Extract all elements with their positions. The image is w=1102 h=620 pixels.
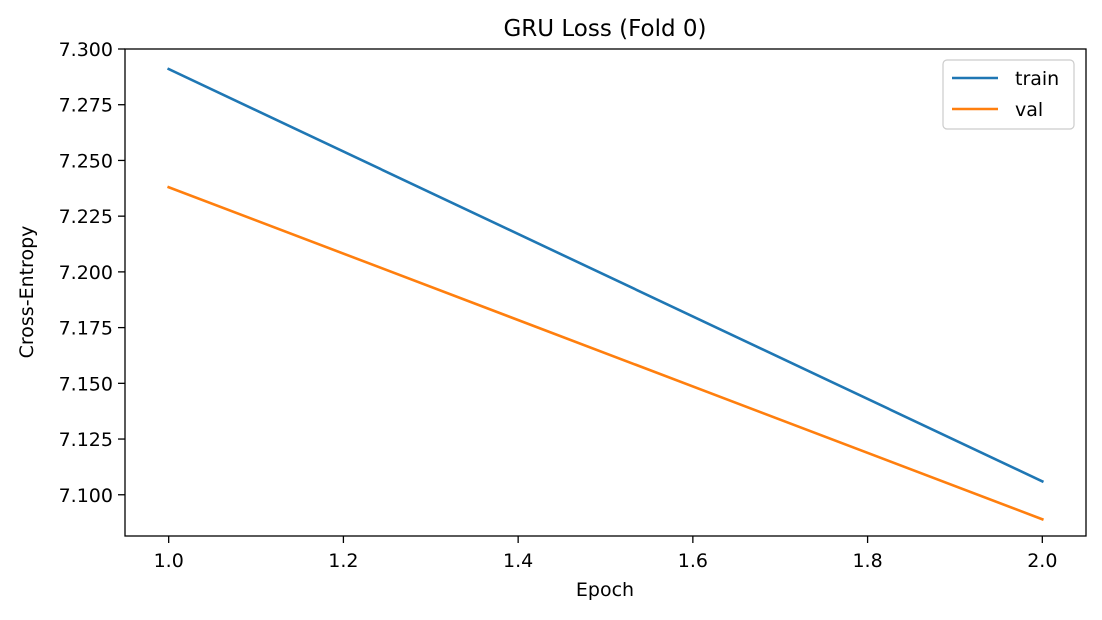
series-line-val bbox=[167, 185, 1044, 521]
y-tick-label: 7.225 bbox=[59, 206, 113, 228]
y-tick-label: 7.175 bbox=[59, 318, 113, 340]
y-tick-label: 7.250 bbox=[59, 150, 113, 172]
y-tick-label: 7.150 bbox=[59, 373, 113, 395]
y-axis-label: Cross-Entropy bbox=[16, 226, 38, 359]
x-axis-label: Epoch bbox=[576, 579, 634, 601]
chart-title: GRU Loss (Fold 0) bbox=[503, 16, 706, 42]
x-tick-label: 1.6 bbox=[678, 550, 708, 572]
legend-label-val: val bbox=[1015, 99, 1043, 121]
y-tick-label: 7.300 bbox=[59, 39, 113, 61]
x-axis-ticks: 1.0 1.2 1.4 1.6 1.8 2.0 bbox=[154, 536, 1057, 572]
plot-frame bbox=[124, 48, 1087, 537]
series-layer bbox=[166, 67, 1045, 521]
y-axis-ticks: 7.100 7.125 7.150 7.175 7.200 7.225 7.250 7.275… bbox=[59, 39, 125, 507]
y-tick-label: 7.100 bbox=[59, 485, 113, 507]
y-tick-label: 7.275 bbox=[59, 95, 113, 117]
legend: train val bbox=[942, 59, 1075, 130]
x-tick-label: 1.8 bbox=[852, 550, 882, 572]
x-tick-label: 1.2 bbox=[328, 550, 358, 572]
y-tick-label: 7.125 bbox=[59, 429, 113, 451]
y-tick-label: 7.200 bbox=[59, 262, 113, 284]
legend-label-train: train bbox=[1015, 68, 1059, 90]
x-tick-label: 1.4 bbox=[503, 550, 533, 572]
x-tick-label: 2.0 bbox=[1027, 550, 1057, 572]
series-line-train bbox=[166, 67, 1045, 484]
x-tick-label: 1.0 bbox=[154, 550, 184, 572]
